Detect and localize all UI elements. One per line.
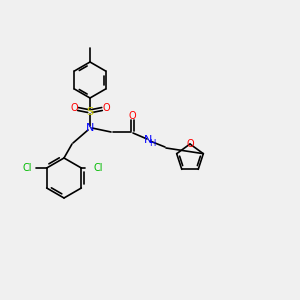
Text: N: N: [144, 135, 152, 145]
Text: Cl: Cl: [22, 163, 32, 173]
Text: O: O: [102, 103, 110, 113]
Text: Cl: Cl: [93, 163, 103, 173]
Text: O: O: [70, 103, 78, 113]
Text: H: H: [149, 139, 155, 148]
Text: O: O: [128, 111, 136, 121]
Text: S: S: [86, 107, 94, 117]
Text: N: N: [86, 123, 94, 133]
Text: O: O: [186, 139, 194, 149]
